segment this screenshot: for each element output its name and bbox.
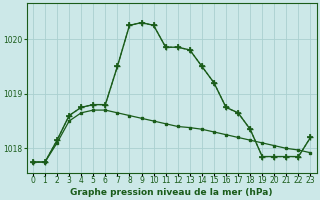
X-axis label: Graphe pression niveau de la mer (hPa): Graphe pression niveau de la mer (hPa) <box>70 188 273 197</box>
